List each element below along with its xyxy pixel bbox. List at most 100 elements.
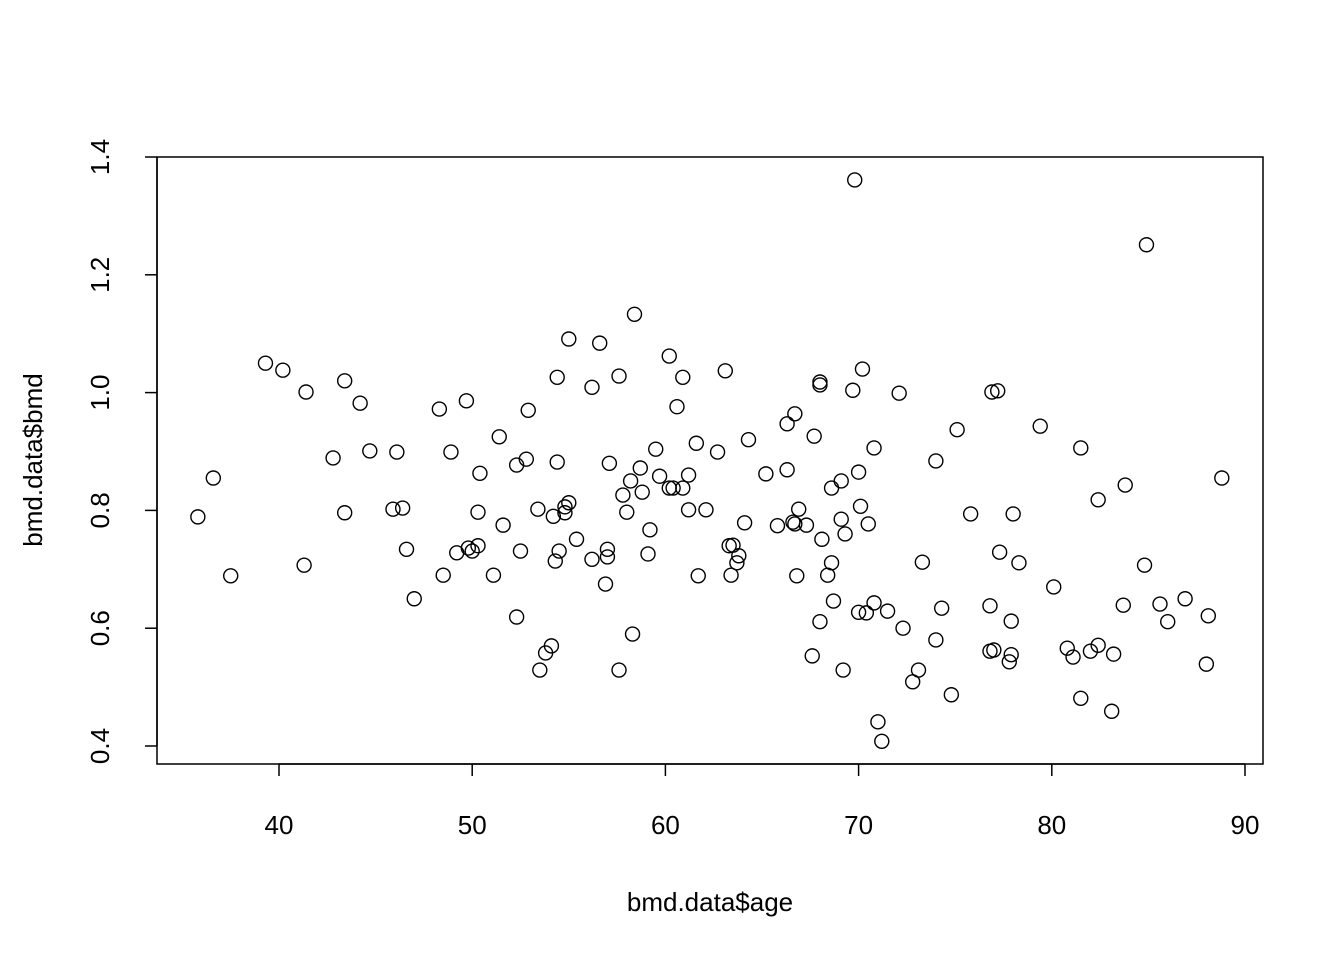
data-point <box>789 568 805 584</box>
data-point <box>599 549 616 565</box>
data-point <box>1003 647 1019 663</box>
data-point <box>336 373 353 389</box>
data-point <box>394 500 411 516</box>
data-point <box>1011 555 1027 571</box>
data-point <box>928 453 944 469</box>
data-point <box>943 687 960 703</box>
plot-box <box>156 156 1264 765</box>
data-point <box>1073 690 1089 706</box>
data-point <box>675 480 691 496</box>
data-point <box>1152 596 1168 612</box>
data-point <box>520 402 536 418</box>
data-point <box>661 348 677 364</box>
data-point <box>891 385 907 401</box>
data-point <box>601 455 618 471</box>
x-tick-label: 50 <box>458 810 487 840</box>
data-point <box>1136 557 1153 573</box>
data-point <box>597 576 614 592</box>
data-point <box>398 541 415 557</box>
data-point <box>549 369 565 385</box>
data-point <box>835 662 851 678</box>
data-point <box>847 172 863 188</box>
data-point <box>806 428 822 444</box>
data-point <box>458 393 475 409</box>
data-point <box>914 554 931 570</box>
data-point <box>551 543 567 559</box>
x-tick-label: 90 <box>1231 810 1260 840</box>
data-point <box>642 522 658 538</box>
data-point <box>991 544 1008 560</box>
data-point <box>619 504 635 520</box>
data-point <box>669 399 685 415</box>
data-point <box>1160 614 1176 630</box>
data-point <box>680 467 697 483</box>
data-point <box>626 306 643 322</box>
data-point <box>1117 477 1133 493</box>
data-point <box>561 495 577 511</box>
data-point <box>1065 649 1081 665</box>
data-point <box>879 603 896 619</box>
data-point <box>1046 579 1062 595</box>
data-point <box>769 518 786 534</box>
data-point <box>543 638 560 654</box>
data-point <box>962 506 979 522</box>
x-axis-title: bmd.data$age <box>627 887 793 917</box>
data-point <box>814 531 830 547</box>
data-point <box>1200 608 1216 624</box>
data-point <box>731 548 747 564</box>
y-axis-title: bmd.data$bmd <box>18 373 48 546</box>
data-point <box>928 632 944 648</box>
data-point <box>860 516 876 532</box>
data-point <box>325 450 341 466</box>
data-point <box>549 454 565 470</box>
data-point <box>547 553 563 569</box>
data-point <box>680 502 697 518</box>
data-point <box>1105 646 1122 662</box>
data-point <box>823 555 840 571</box>
data-point <box>512 543 529 559</box>
y-tick-label: 1.4 <box>85 139 115 175</box>
data-point <box>812 614 828 630</box>
data-point <box>557 499 573 515</box>
data-point <box>740 432 757 448</box>
data-point <box>470 538 486 554</box>
data-point <box>717 363 733 379</box>
data-point <box>787 406 803 422</box>
data-point <box>336 505 353 521</box>
data-point <box>933 600 950 616</box>
data-point <box>1001 654 1017 670</box>
data-point <box>599 541 616 557</box>
data-point <box>949 422 965 438</box>
data-point <box>690 568 706 584</box>
data-point <box>611 662 627 678</box>
data-point <box>675 369 691 385</box>
data-point <box>1032 418 1048 434</box>
data-point <box>910 662 927 678</box>
data-point <box>736 515 753 531</box>
data-point <box>870 714 886 730</box>
data-point <box>833 511 849 527</box>
data-point <box>804 648 820 664</box>
data-point <box>518 451 534 467</box>
data-point <box>852 498 869 514</box>
data-point <box>779 416 795 432</box>
data-point <box>296 557 312 573</box>
data-point <box>1103 703 1120 719</box>
data-point <box>491 429 507 445</box>
data-point <box>530 501 546 517</box>
x-tick-label: 60 <box>651 810 680 840</box>
data-point <box>698 502 714 518</box>
data-point <box>729 555 745 571</box>
data-point <box>584 379 600 395</box>
data-point <box>866 595 882 611</box>
data-point <box>634 484 650 500</box>
data-point <box>632 460 648 476</box>
data-point <box>837 526 853 542</box>
data-point <box>787 516 803 532</box>
data-point <box>1177 591 1193 607</box>
data-point <box>986 642 1002 658</box>
data-point <box>406 591 422 607</box>
data-point <box>895 620 911 636</box>
data-point <box>758 466 774 482</box>
data-point <box>812 374 828 390</box>
